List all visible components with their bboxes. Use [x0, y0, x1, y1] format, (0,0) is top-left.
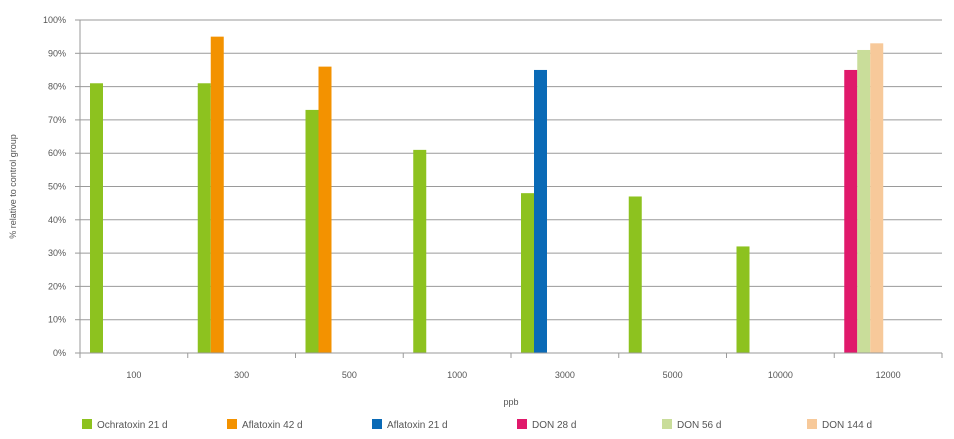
y-tick-label: 80%	[48, 82, 66, 92]
bar	[870, 43, 884, 354]
legend-swatch	[807, 419, 817, 429]
bar	[534, 69, 547, 353]
bar	[844, 69, 858, 353]
y-tick-label: 10%	[48, 315, 66, 325]
legend-label: DON 28 d	[532, 420, 576, 431]
y-tick-label: 100%	[43, 15, 66, 25]
legend-swatch	[82, 419, 92, 429]
legend-swatch	[662, 419, 672, 429]
legend-item: Ochratoxin 21 d	[82, 419, 168, 431]
legend-swatch	[372, 419, 382, 429]
x-tick-label: 5000	[663, 370, 683, 380]
legend-item: DON 28 d	[517, 419, 576, 431]
y-axis-title: % relative to control group	[8, 134, 18, 239]
bar	[628, 196, 642, 353]
x-axis-ticks: 100 300 500 1000 3000 5000 10000 12000	[79, 353, 943, 380]
legend: Ochratoxin 21 d Aflatoxin 42 d Aflatoxin 2…	[82, 419, 872, 431]
bar	[521, 193, 534, 353]
x-axis-title: ppb	[503, 397, 518, 407]
x-tick-label: 10000	[768, 370, 793, 380]
bar	[318, 66, 332, 354]
bar	[210, 36, 224, 354]
x-tick-label: 12000	[876, 370, 901, 380]
bar	[736, 246, 750, 353]
y-axis-ticks: 0% 10% 20% 30% 40% 50% 60% 70% 80% 90% 100%	[43, 15, 80, 358]
y-tick-label: 60%	[48, 148, 66, 158]
y-tick-label: 30%	[48, 248, 66, 258]
bars	[90, 36, 884, 354]
x-tick-label: 3000	[555, 370, 575, 380]
legend-item: DON 144 d	[807, 419, 872, 431]
x-tick-label: 500	[342, 370, 357, 380]
y-tick-label: 0%	[53, 348, 66, 358]
bar	[305, 109, 319, 353]
x-tick-label: 1000	[447, 370, 467, 380]
y-tick-label: 40%	[48, 215, 66, 225]
legend-label: Aflatoxin 21 d	[387, 420, 448, 431]
legend-item: DON 56 d	[662, 419, 721, 431]
bar	[413, 149, 427, 353]
y-tick-label: 20%	[48, 281, 66, 291]
legend-label: DON 56 d	[677, 420, 721, 431]
bar	[90, 83, 103, 354]
legend-swatch	[517, 419, 527, 429]
y-tick-label: 90%	[48, 48, 66, 58]
y-tick-label: 70%	[48, 115, 66, 125]
x-tick-label: 300	[234, 370, 249, 380]
bar	[857, 49, 871, 353]
legend-item: Aflatoxin 21 d	[372, 419, 448, 431]
y-tick-label: 50%	[48, 182, 66, 192]
legend-swatch	[227, 419, 237, 429]
bar	[197, 83, 211, 354]
legend-label: Aflatoxin 42 d	[242, 420, 303, 431]
legend-label: DON 144 d	[822, 420, 872, 431]
x-tick-label: 100	[126, 370, 141, 380]
legend-item: Aflatoxin 42 d	[227, 419, 303, 431]
legend-label: Ochratoxin 21 d	[97, 420, 168, 431]
